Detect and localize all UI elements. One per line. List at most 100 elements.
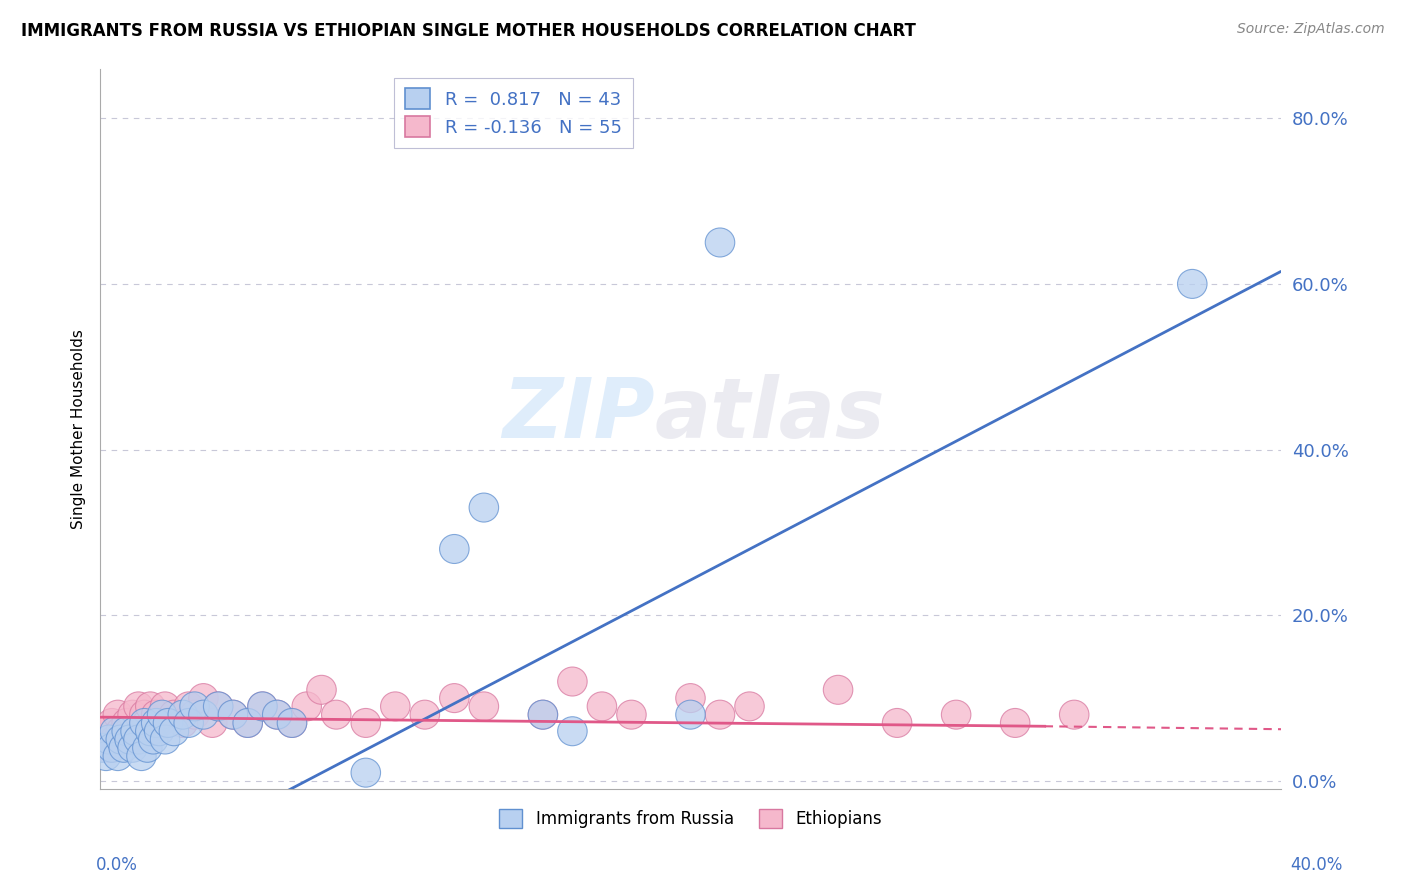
Ellipse shape [129,700,159,729]
Ellipse shape [135,717,165,746]
Ellipse shape [322,700,352,729]
Ellipse shape [129,708,159,738]
Ellipse shape [247,692,277,721]
Ellipse shape [159,700,188,729]
Ellipse shape [706,700,735,729]
Ellipse shape [97,708,127,738]
Ellipse shape [112,708,142,738]
Ellipse shape [132,708,162,738]
Ellipse shape [121,717,150,746]
Ellipse shape [440,534,470,564]
Ellipse shape [1060,700,1090,729]
Ellipse shape [110,733,139,763]
Text: ZIP: ZIP [502,374,655,455]
Ellipse shape [127,741,156,771]
Ellipse shape [115,725,145,754]
Ellipse shape [204,692,233,721]
Ellipse shape [529,700,558,729]
Text: 0.0%: 0.0% [96,855,138,873]
Ellipse shape [218,700,247,729]
Ellipse shape [942,700,972,729]
Ellipse shape [127,717,156,746]
Ellipse shape [135,692,165,721]
Ellipse shape [132,733,162,763]
Ellipse shape [558,667,588,696]
Ellipse shape [233,708,263,738]
Ellipse shape [277,708,307,738]
Ellipse shape [292,692,322,721]
Ellipse shape [1177,269,1206,299]
Ellipse shape [1001,708,1031,738]
Ellipse shape [103,741,132,771]
Ellipse shape [89,733,118,763]
Ellipse shape [174,708,204,738]
Ellipse shape [174,692,204,721]
Ellipse shape [94,733,124,763]
Ellipse shape [558,717,588,746]
Ellipse shape [142,708,172,738]
Ellipse shape [307,675,336,705]
Ellipse shape [91,717,121,746]
Ellipse shape [180,700,209,729]
Text: 40.0%: 40.0% [1291,855,1343,873]
Ellipse shape [247,692,277,721]
Ellipse shape [440,683,470,713]
Ellipse shape [91,741,121,771]
Ellipse shape [470,493,499,522]
Ellipse shape [100,717,129,746]
Ellipse shape [105,717,135,746]
Ellipse shape [118,733,148,763]
Ellipse shape [150,725,180,754]
Ellipse shape [824,675,853,705]
Ellipse shape [352,758,381,787]
Ellipse shape [169,708,197,738]
Ellipse shape [188,683,218,713]
Ellipse shape [381,692,411,721]
Ellipse shape [159,717,188,746]
Ellipse shape [676,700,706,729]
Ellipse shape [411,700,440,729]
Ellipse shape [103,700,132,729]
Ellipse shape [169,700,197,729]
Ellipse shape [470,692,499,721]
Ellipse shape [218,700,247,729]
Ellipse shape [529,700,558,729]
Ellipse shape [121,725,150,754]
Ellipse shape [105,725,135,754]
Ellipse shape [118,700,148,729]
Ellipse shape [197,708,226,738]
Text: Source: ZipAtlas.com: Source: ZipAtlas.com [1237,22,1385,37]
Ellipse shape [139,725,169,754]
Ellipse shape [124,692,153,721]
Ellipse shape [124,725,153,754]
Ellipse shape [142,700,172,729]
Ellipse shape [89,725,118,754]
Ellipse shape [188,700,218,729]
Text: IMMIGRANTS FROM RUSSIA VS ETHIOPIAN SINGLE MOTHER HOUSEHOLDS CORRELATION CHART: IMMIGRANTS FROM RUSSIA VS ETHIOPIAN SING… [21,22,915,40]
Text: atlas: atlas [655,374,886,455]
Ellipse shape [263,700,292,729]
Ellipse shape [94,725,124,754]
Ellipse shape [145,708,174,738]
Ellipse shape [735,692,765,721]
Ellipse shape [112,717,142,746]
Ellipse shape [97,733,127,763]
Ellipse shape [588,692,617,721]
Ellipse shape [153,708,183,738]
Ellipse shape [100,725,129,754]
Ellipse shape [180,692,209,721]
Ellipse shape [110,725,139,754]
Ellipse shape [148,700,177,729]
Ellipse shape [145,717,174,746]
Ellipse shape [139,717,169,746]
Ellipse shape [277,708,307,738]
Ellipse shape [150,692,180,721]
Ellipse shape [883,708,912,738]
Ellipse shape [115,717,145,746]
Y-axis label: Single Mother Households: Single Mother Households [72,329,86,529]
Ellipse shape [617,700,647,729]
Legend: Immigrants from Russia, Ethiopians: Immigrants from Russia, Ethiopians [492,803,889,835]
Ellipse shape [352,708,381,738]
Ellipse shape [263,700,292,729]
Ellipse shape [233,708,263,738]
